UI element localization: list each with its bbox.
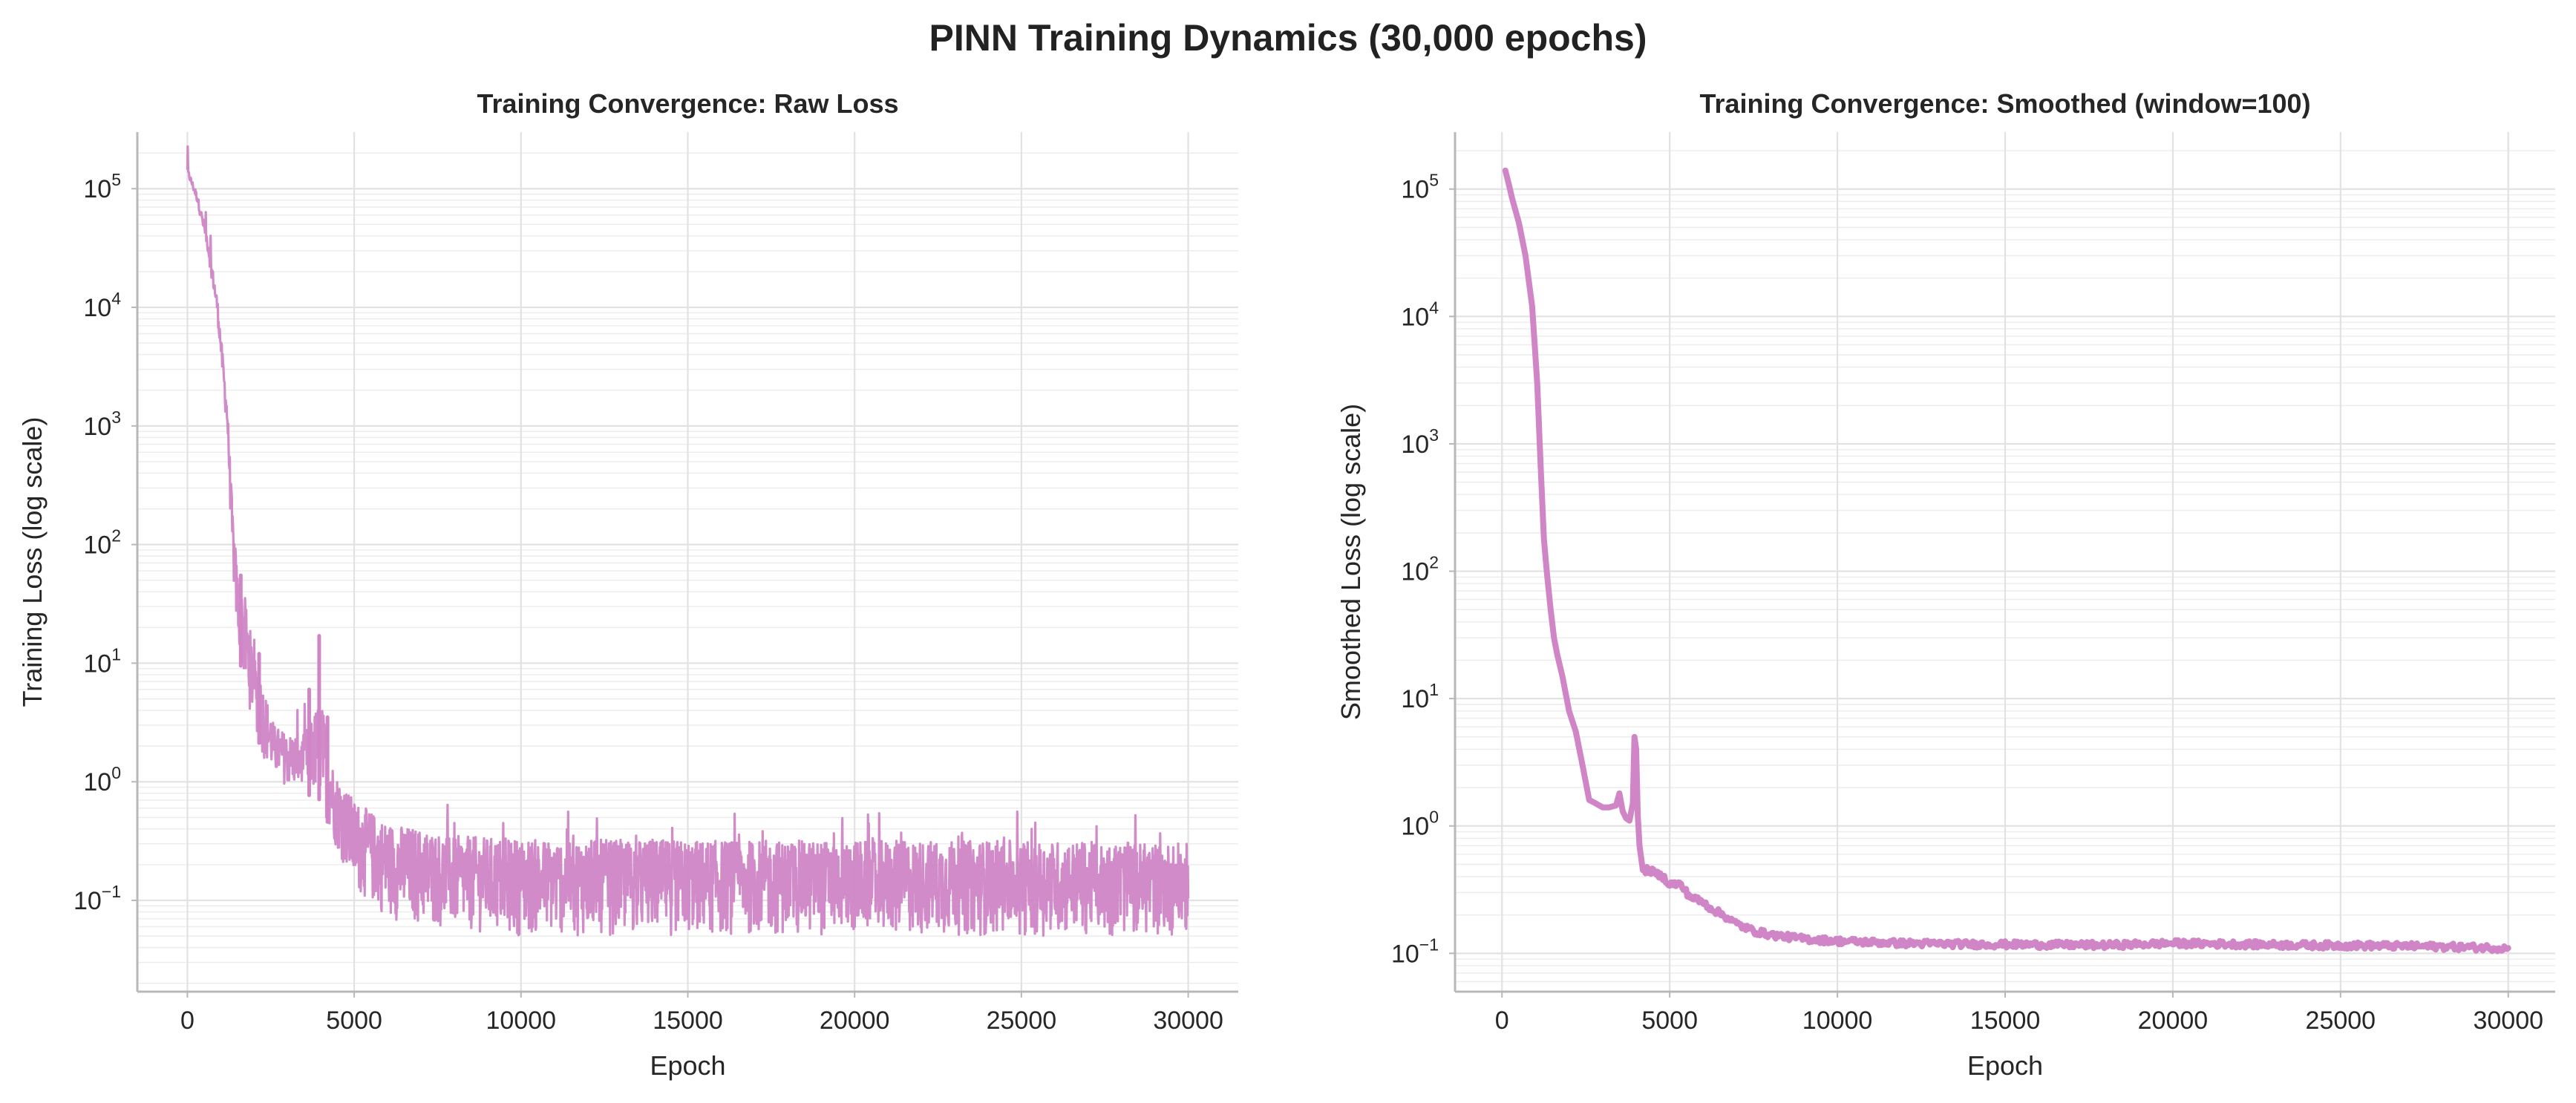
smoothed-y-tick-label: 102: [1401, 553, 1439, 586]
smoothed-y-tick-exponent: 0: [1429, 808, 1439, 827]
raw-y-tick-label: 102: [83, 526, 121, 560]
raw-loss-line: [186, 145, 1190, 937]
raw-loss-panel: 0 5000 10000 15000 20000 25000 3000010−1100101…: [17, 88, 1238, 1081]
smoothed-y-tick-base: 10: [1401, 813, 1429, 841]
smoothed-y-tick-exponent: 5: [1429, 171, 1439, 190]
raw-y-tick-label: 100: [83, 763, 121, 796]
smoothed-y-tick-exponent: 3: [1429, 425, 1439, 445]
smoothed-y-tick-exponent: 4: [1429, 298, 1439, 317]
raw-y-tick-label: 103: [83, 408, 121, 441]
smoothed-y-tick-exponent: 1: [1429, 680, 1439, 699]
raw-y-tick-base: 10: [83, 649, 111, 678]
raw-grid: [137, 132, 1238, 992]
smoothed-loss-panel: 0 5000 10000 15000 20000 25000 3000010−1100101…: [1336, 88, 2555, 1081]
smoothed-y-tick-label: 101: [1401, 680, 1439, 713]
smoothed-y-tick-base: 10: [1401, 685, 1429, 713]
raw-y-tick-label: 10−1: [73, 882, 121, 915]
smoothed-x-tick-label: 0: [1495, 1007, 1509, 1035]
raw-y-tick-exponent: 1: [111, 644, 121, 664]
raw-x-tick-label: 20000: [820, 1007, 890, 1035]
smoothed-y-tick-base: 10: [1401, 303, 1429, 331]
raw-y-tick-label: 105: [83, 170, 121, 203]
smoothed-x-tick-label: 5000: [1641, 1007, 1698, 1035]
raw-y-tick-base: 10: [83, 294, 111, 322]
smoothed-x-tick-label: 20000: [2138, 1007, 2209, 1035]
raw-y-tick-base: 10: [73, 887, 102, 915]
smoothed-y-tick-label: 100: [1401, 808, 1439, 841]
raw-y-tick-label: 104: [83, 289, 121, 322]
raw-y-tick-exponent: 3: [111, 408, 121, 427]
raw-y-tick-exponent: 0: [111, 763, 121, 782]
smoothed-y-tick-base: 10: [1401, 176, 1429, 204]
raw-y-tick-base: 10: [83, 531, 111, 560]
smoothed-x-tick-label: 10000: [1802, 1007, 1873, 1035]
figure-suptitle: PINN Training Dynamics (30,000 epochs): [929, 17, 1647, 59]
smoothed-y-tick-label: 10−1: [1391, 935, 1439, 968]
smoothed-y-tick-exponent: −1: [1419, 935, 1439, 954]
smoothed-panel-title: Training Convergence: Smoothed (window=1…: [1699, 88, 2310, 119]
raw-y-tick-exponent: 5: [111, 170, 121, 189]
smoothed-x-tick-label: 30000: [2473, 1007, 2543, 1035]
raw-x-axis-label: Epoch: [650, 1050, 725, 1081]
smoothed-series-0: [1502, 167, 2511, 955]
raw-x-tick-label: 25000: [987, 1007, 1057, 1035]
raw-y-tick-label: 101: [83, 644, 121, 678]
smoothed-y-tick-label: 103: [1401, 425, 1439, 459]
smoothed-grid: [1455, 132, 2555, 992]
smoothed-x-axis-label: Epoch: [1967, 1050, 2043, 1081]
smoothed-y-tick-label: 104: [1401, 298, 1439, 331]
raw-x-tick-label: 15000: [653, 1007, 723, 1035]
raw-y-tick-base: 10: [83, 768, 111, 796]
smoothed-y-tick-base: 10: [1401, 431, 1429, 459]
raw-y-axis-label: Training Loss (log scale): [17, 417, 48, 707]
smoothed-x-tick-label: 25000: [2306, 1007, 2376, 1035]
smoothed-y-tick-base: 10: [1401, 558, 1429, 586]
smoothed-x-tick-label: 15000: [1970, 1007, 2041, 1035]
smoothed-y-tick-base: 10: [1391, 940, 1419, 968]
smoothed-y-tick-label: 105: [1401, 171, 1439, 204]
smoothed-y-tick-exponent: 2: [1429, 553, 1439, 572]
raw-panel-title: Training Convergence: Raw Loss: [477, 88, 898, 119]
raw-y-tick-base: 10: [83, 175, 111, 203]
raw-y-tick-base: 10: [83, 413, 111, 441]
raw-x-tick-label: 5000: [326, 1007, 382, 1035]
smoothed-y-axis-label: Smoothed Loss (log scale): [1336, 404, 1366, 720]
raw-x-tick-label: 10000: [486, 1007, 557, 1035]
raw-x-tick-label: 30000: [1153, 1007, 1223, 1035]
raw-y-tick-exponent: 2: [111, 526, 121, 546]
raw-series-0: [186, 145, 1190, 937]
raw-x-tick-label: 0: [180, 1007, 194, 1035]
raw-y-tick-exponent: −1: [102, 882, 121, 901]
raw-y-tick-exponent: 4: [111, 289, 121, 308]
smoothed-smoothed-line: [1502, 167, 2511, 955]
